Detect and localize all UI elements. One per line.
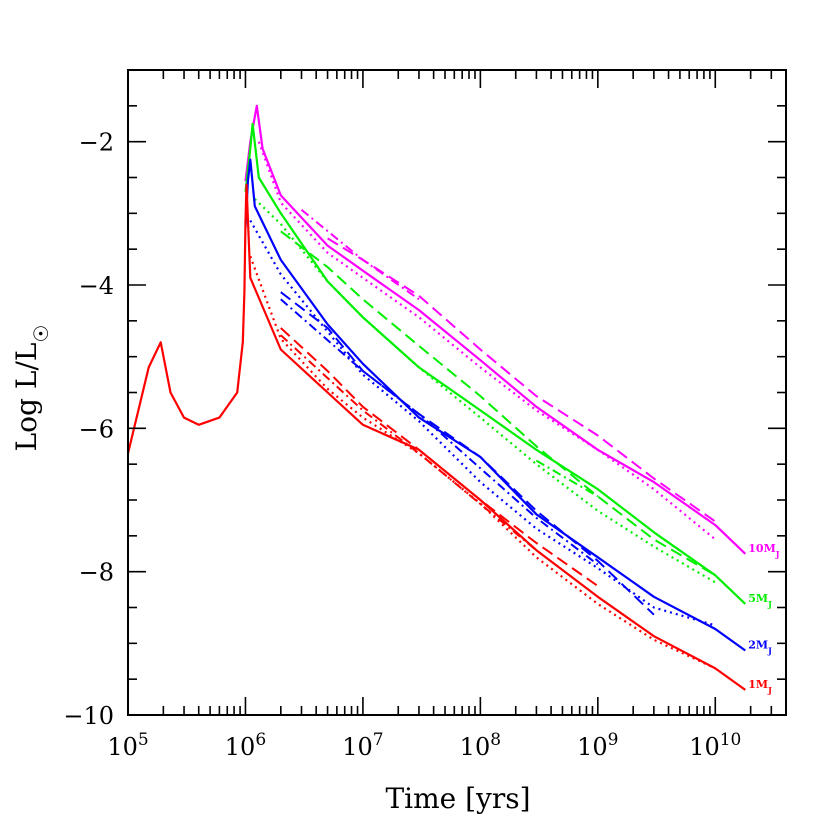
x-tick-label: 109 xyxy=(577,730,618,761)
x-tick-label-base: 10 xyxy=(460,733,491,761)
series-label-5MJ: 5MJ xyxy=(748,592,772,609)
y-tick-label: −6 xyxy=(79,415,114,443)
series-5MJ-dotted-line xyxy=(254,198,716,584)
x-tick-label-base: 10 xyxy=(225,733,256,761)
series-label-text: 5M xyxy=(748,592,768,605)
x-tick-label: 1010 xyxy=(689,730,741,761)
y-axis-label-text: Log L/L xyxy=(10,343,43,452)
x-tick-label: 106 xyxy=(225,730,266,761)
x-tick-label-base: 10 xyxy=(107,733,138,761)
series-label-subscript: J xyxy=(767,685,772,695)
x-axis-label: Time [yrs] xyxy=(385,782,530,815)
series-2MJ-dashdot-line xyxy=(280,298,599,566)
axes-layer: 105 106 107 108 109 1010−2−4−6−8−10 xyxy=(63,69,787,761)
series-1MJ-dashdot-line xyxy=(280,334,538,551)
x-tick-label-exponent: 10 xyxy=(720,730,742,750)
series-2MJ-dotted-line xyxy=(249,219,716,627)
series-2MJ xyxy=(244,158,746,652)
y-tick-label: −4 xyxy=(79,272,114,300)
series-1MJ-solid-line xyxy=(126,183,746,691)
series-label-text: 10M xyxy=(748,542,775,555)
series-10MJ-solid-line xyxy=(244,104,747,555)
series-layer xyxy=(126,104,747,691)
x-tick-label-exponent: 8 xyxy=(490,730,501,750)
series-label-text: 2M xyxy=(748,639,768,652)
y-tick-label: −10 xyxy=(63,702,114,730)
series-5MJ-dashed-line xyxy=(280,230,716,577)
series-10MJ xyxy=(244,104,747,555)
series-2MJ-solid-line xyxy=(244,158,746,652)
series-label-subscript: J xyxy=(767,599,772,609)
x-tick-label-exponent: 9 xyxy=(608,730,619,750)
x-tick-label-exponent: 6 xyxy=(255,730,266,750)
series-label-subscript: J xyxy=(775,549,780,559)
x-tick-label: 108 xyxy=(460,730,501,761)
sun-symbol: ☉ xyxy=(29,325,53,343)
y-tick-label: −8 xyxy=(79,559,114,587)
series-10MJ-dashed-line xyxy=(327,237,716,523)
series-5MJ xyxy=(244,122,747,605)
series-10MJ-dashdot-line xyxy=(300,209,420,301)
x-tick-label-exponent: 5 xyxy=(138,730,149,750)
x-tick-label-exponent: 7 xyxy=(373,730,384,750)
y-tick-label: −2 xyxy=(79,129,114,157)
series-5MJ-solid-line xyxy=(244,122,747,605)
x-tick-label-base: 10 xyxy=(342,733,373,761)
series-1MJ-dotted-line xyxy=(249,255,716,670)
series-label-text: 1M xyxy=(748,678,768,691)
series-label-10MJ: 10MJ xyxy=(748,542,779,559)
series-label-2MJ: 2MJ xyxy=(748,639,772,656)
x-tick-label: 105 xyxy=(107,730,148,761)
series-2MJ-dashed-line xyxy=(280,291,655,616)
series-5MJ-dashdot-line xyxy=(535,459,599,498)
x-tick-label-base: 10 xyxy=(577,733,608,761)
x-tick-label: 107 xyxy=(342,730,383,761)
series-label-subscript: J xyxy=(767,646,772,656)
series-1MJ xyxy=(126,183,746,691)
series-label-1MJ: 1MJ xyxy=(748,678,772,695)
y-axis-label: Log L/L☉ xyxy=(10,325,53,452)
x-tick-label-base: 10 xyxy=(689,733,720,761)
